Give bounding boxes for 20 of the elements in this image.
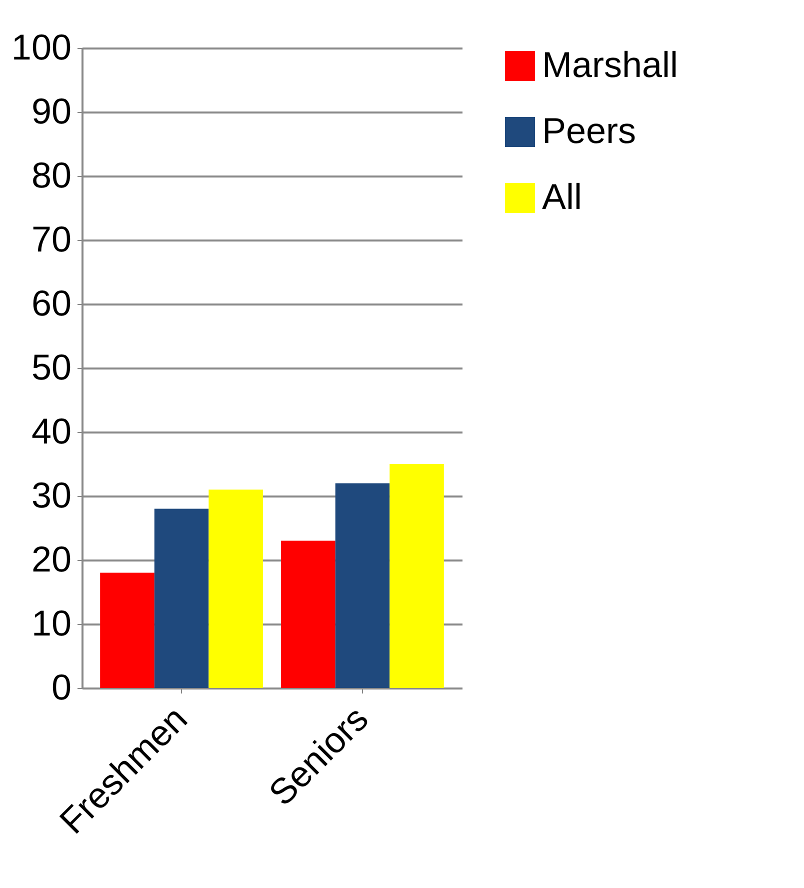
bar — [208, 490, 263, 688]
y-tick-label: 30 — [31, 474, 72, 516]
y-tick-label: 70 — [31, 218, 72, 260]
bar — [154, 508, 209, 688]
y-tick-label: 50 — [31, 346, 72, 388]
y-tick-label: 20 — [31, 538, 72, 580]
y-tick-label: 10 — [31, 602, 72, 644]
y-tick-label: 0 — [51, 666, 72, 708]
y-tick-label: 100 — [11, 26, 72, 68]
legend-label: Peers — [542, 110, 636, 151]
bar — [100, 572, 154, 688]
y-tick-label: 60 — [31, 282, 72, 324]
legend-label: All — [542, 176, 582, 217]
bar — [390, 464, 444, 688]
bar — [335, 483, 390, 688]
y-tick-label: 40 — [31, 410, 72, 452]
legend-label: Marshall — [542, 44, 678, 85]
bar — [281, 540, 336, 688]
y-tick-label: 90 — [31, 90, 72, 132]
y-tick-label: 80 — [31, 154, 72, 196]
